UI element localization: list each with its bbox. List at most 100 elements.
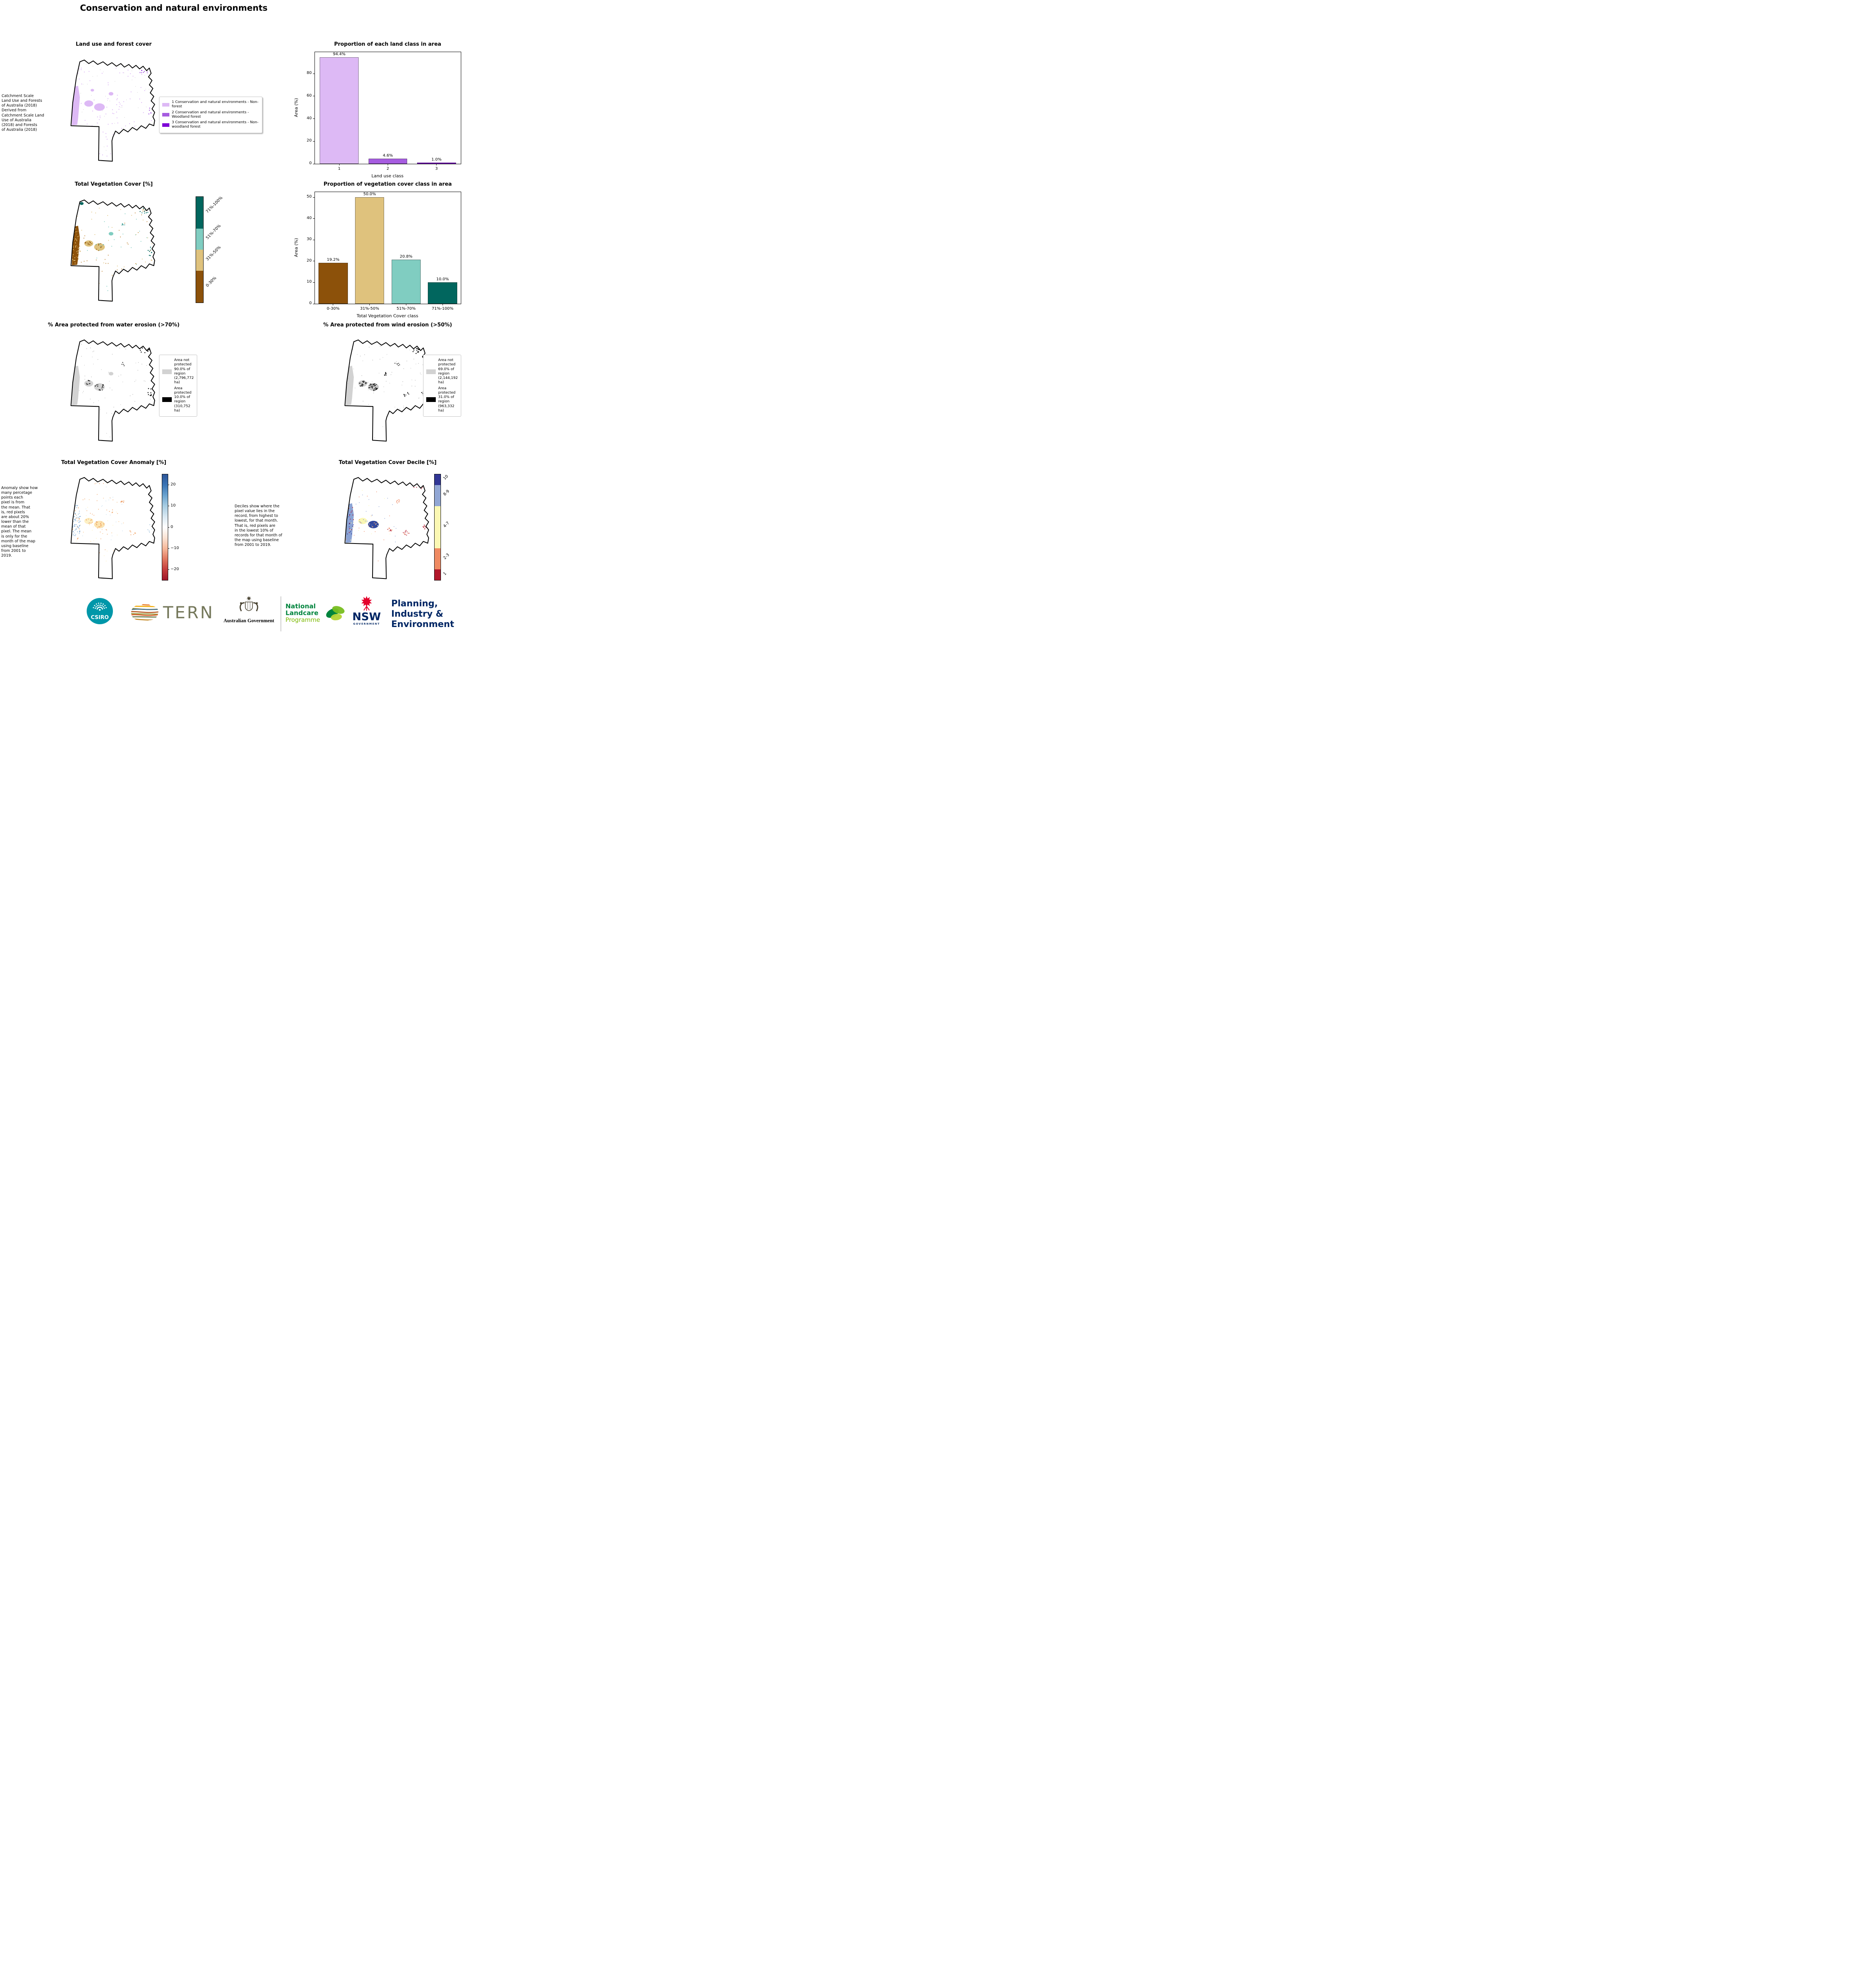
pie-line1: Planning, bbox=[391, 599, 438, 609]
landcare-leaves-icon bbox=[320, 597, 349, 627]
map-region bbox=[109, 232, 114, 236]
catchment-outline bbox=[70, 339, 155, 442]
pie-line3: Environment bbox=[391, 619, 454, 629]
bar-value-label: 10.0% bbox=[436, 277, 449, 282]
y-tick bbox=[313, 282, 315, 283]
colorbar-segment-label: 2-3 bbox=[443, 552, 450, 561]
anomaly-map-title: Total Vegetation Cover Anomaly [%] bbox=[61, 460, 167, 466]
csiro-label: CSIRO bbox=[91, 615, 109, 621]
map-region bbox=[84, 380, 93, 387]
water-erosion-map bbox=[69, 336, 158, 443]
map-region bbox=[72, 85, 80, 126]
y-tick-label: 50 bbox=[307, 194, 312, 199]
x-tick-label: 71%-100% bbox=[431, 307, 454, 311]
bar bbox=[320, 57, 359, 164]
x-tick-label: 31%-50% bbox=[360, 307, 379, 311]
anomaly-colorbar: 20 10 0 −10 −20 bbox=[162, 474, 179, 580]
land-class-chart-xlabel: Land use class bbox=[371, 173, 404, 179]
colorbar-segment-label: 8-9 bbox=[443, 489, 450, 497]
legend-entry: Area not protected 69.0% of region (2,14… bbox=[426, 358, 458, 385]
map-region bbox=[358, 518, 367, 524]
bar-value-label: 19.2% bbox=[326, 258, 340, 262]
decile-map-title: Total Vegetation Cover Decile [%] bbox=[339, 460, 437, 466]
anomaly-note: Anomaly show how many percetage points e… bbox=[1, 486, 38, 558]
legend-label: Area not protected 69.0% of region (2,14… bbox=[438, 358, 458, 385]
colorbar-tick-label: −10 bbox=[171, 546, 179, 550]
legend-swatch bbox=[162, 123, 169, 127]
legend-swatch bbox=[426, 369, 436, 374]
legend-label: Area protected 31.0% of region (963,332 … bbox=[438, 386, 456, 413]
y-tick-label: 0 bbox=[309, 161, 312, 165]
legend-swatch bbox=[162, 103, 169, 107]
crest-shield-lines bbox=[247, 602, 250, 610]
csiro-dots-pattern bbox=[93, 602, 107, 611]
legend-swatch bbox=[162, 397, 172, 402]
colorbar-tick-label: 0 bbox=[171, 524, 173, 529]
map-region bbox=[368, 520, 379, 528]
y-tick-label: 60 bbox=[307, 93, 312, 98]
colorbar-tick-label: 20 bbox=[171, 482, 176, 487]
bar bbox=[417, 163, 456, 164]
map-region bbox=[109, 92, 114, 96]
colorbar-segment-label: 71%-100% bbox=[205, 196, 224, 214]
nsw-government-label: GOVERNMENT bbox=[353, 622, 380, 625]
crest-emu-head bbox=[256, 602, 258, 604]
colorbar-segment-label: 0-30% bbox=[205, 276, 217, 288]
y-tick-label: 20 bbox=[307, 138, 312, 143]
tern-australia-scribble bbox=[131, 604, 159, 621]
legend-label: Area not protected 90.0% of region (2,79… bbox=[174, 358, 194, 385]
legend-label: 3 Conservation and natural environments … bbox=[172, 120, 258, 129]
decile-note: Deciles show where the pixel value lies … bbox=[235, 504, 282, 547]
land-class-bar-chart: 0 20 40 60 80 94.4% 1 4.6% 2 1.0% 3 bbox=[307, 52, 461, 171]
landcare-logo-text: National Landcare Programme bbox=[285, 603, 320, 623]
y-tick-label: 10 bbox=[307, 280, 312, 284]
planning-industry-environment-logo: Planning, Industry & Environment bbox=[391, 599, 454, 630]
colorbar-segment bbox=[435, 506, 441, 549]
legend-label: 2 Conservation and natural environments … bbox=[172, 110, 249, 119]
catchment-outline bbox=[70, 59, 155, 162]
bar-value-label: 20.8% bbox=[400, 254, 413, 259]
colorbar-segment-label: 31%-50% bbox=[205, 245, 222, 262]
bar-value-label: 50.0% bbox=[363, 192, 376, 197]
water-erosion-title: % Area protected from water erosion (>70… bbox=[48, 322, 180, 328]
anomaly-map bbox=[69, 474, 158, 580]
map-region bbox=[358, 380, 367, 387]
tern-logo bbox=[128, 600, 161, 626]
legend-entry: Area protected 10.0% of region (310,752 … bbox=[162, 386, 194, 414]
map-region bbox=[84, 240, 93, 247]
tern-label: TERN bbox=[163, 603, 214, 622]
colorbar-segment bbox=[196, 197, 203, 229]
wind-erosion-legend: Area not protected 69.0% of region (2,14… bbox=[423, 355, 461, 417]
map-region bbox=[72, 365, 80, 406]
y-tick-label: 30 bbox=[307, 237, 312, 242]
catchment-outline bbox=[70, 199, 155, 302]
page-title: Conservation and natural environments bbox=[80, 3, 268, 13]
decile-colorbar: 10 8-9 4-7 2-3 1 bbox=[434, 474, 450, 580]
colorbar-tick bbox=[168, 527, 169, 528]
x-tick-label: 0-30% bbox=[326, 307, 340, 311]
bar-value-label: 4.6% bbox=[382, 153, 393, 158]
colorbar-segment bbox=[435, 474, 441, 485]
colorbar-segment bbox=[196, 271, 203, 303]
vegetation-map-title: Total Vegetation Cover [%] bbox=[74, 181, 153, 187]
legend-entry: Area not protected 90.0% of region (2,79… bbox=[162, 358, 194, 385]
legend-swatch bbox=[162, 369, 172, 374]
landcare-line1: National bbox=[285, 602, 316, 610]
colorbar-tick-label: −20 bbox=[171, 567, 179, 571]
csiro-circle bbox=[87, 598, 113, 624]
colorbar-segment-label: 1 bbox=[443, 571, 448, 577]
australian-government-logo: Australian Government bbox=[218, 595, 280, 624]
y-tick-label: 0 bbox=[309, 301, 312, 305]
australian-government-label: Australian Government bbox=[223, 618, 274, 623]
y-tick bbox=[313, 197, 315, 198]
crest-emu-icon bbox=[253, 602, 258, 612]
legend-entry: 3 Conservation and natural environments … bbox=[162, 120, 259, 130]
x-tick bbox=[436, 164, 437, 165]
map-region bbox=[109, 372, 114, 376]
veg-class-chart-title: Proportion of vegetation cover class in … bbox=[323, 181, 452, 187]
y-tick-label: 20 bbox=[307, 258, 312, 263]
colorbar-segment bbox=[435, 569, 441, 580]
map-region bbox=[84, 100, 93, 107]
colorbar-tick bbox=[168, 548, 169, 549]
x-tick-label: 1 bbox=[338, 167, 341, 171]
